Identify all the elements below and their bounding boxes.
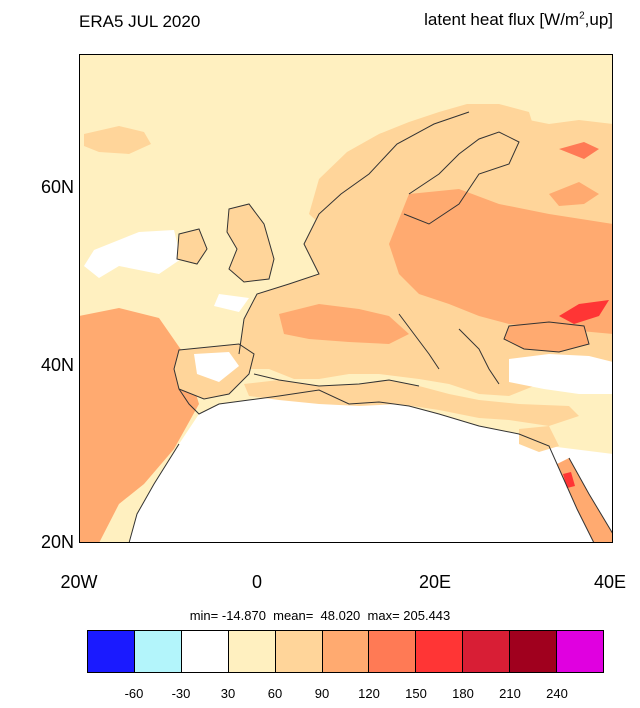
colorbar-cell [275, 631, 323, 672]
colorbar-cell [510, 631, 558, 672]
colorbar-tick-label: 90 [314, 686, 330, 701]
lat-label-60n: 60N [40, 177, 74, 197]
russia-high [549, 182, 599, 206]
alps-high [279, 304, 409, 344]
lat-label-20n: 20N [40, 532, 74, 552]
colorbar-cell [416, 631, 464, 672]
sahara-area [129, 390, 613, 543]
flux-map [79, 54, 613, 543]
anatolia-dry-patch [509, 354, 613, 394]
colorbar [87, 630, 604, 673]
iberia-dry-patch [194, 352, 239, 382]
colorbar-tick-label: 60 [267, 686, 283, 701]
colorbar-tick-label: 180 [452, 686, 474, 701]
biscay-white-patch [214, 294, 249, 312]
colorbar-cell [88, 631, 135, 672]
colorbar-tick-label: 30 [220, 686, 236, 701]
map-title: ERA5 JUL 2020 [79, 12, 201, 31]
caucasus-peak [559, 300, 609, 324]
atlantic-white-patch [84, 230, 181, 278]
colorbar-cell [463, 631, 511, 672]
mediterranean-sea [244, 380, 579, 426]
ireland-land [177, 229, 207, 264]
colorbar-cell [228, 631, 276, 672]
colorbar-cell [369, 631, 417, 672]
eastern-europe-high [389, 189, 613, 334]
colorbar-cell [557, 631, 603, 672]
variable-title: latent heat flux [W/m2,up] [424, 10, 613, 29]
colorbar-tick-label: -60 [124, 686, 144, 701]
atlantic-warm-area [79, 308, 199, 543]
colorbar-tick-label: 240 [546, 686, 568, 701]
colorbar-cell [181, 631, 229, 672]
map-frame [79, 54, 613, 543]
lon-label-20e: 20E [418, 572, 452, 592]
coastlines [128, 111, 613, 543]
black-sea [504, 322, 589, 352]
lon-label-20w: 20W [60, 572, 98, 592]
scandinavia-land [309, 104, 539, 232]
britain-land [227, 204, 274, 282]
stats-summary: min= -14.870 mean= 48.020 max= 205.443 [189, 608, 451, 623]
colorbar-tick-label: 120 [358, 686, 380, 701]
lat-label-40n: 40N [40, 355, 74, 375]
colorbar-cell [322, 631, 370, 672]
colorbar-tick-label: 150 [405, 686, 427, 701]
colorbar-cell [134, 631, 182, 672]
lon-label-40e: 40E [593, 572, 627, 592]
map-panel [79, 54, 613, 543]
colorbar-tick-label: -30 [171, 686, 191, 701]
iceland-land [84, 126, 151, 154]
north-russia-hot [559, 142, 599, 159]
lon-label-0: 0 [251, 572, 262, 592]
colorbar-tick-label: 210 [499, 686, 521, 701]
